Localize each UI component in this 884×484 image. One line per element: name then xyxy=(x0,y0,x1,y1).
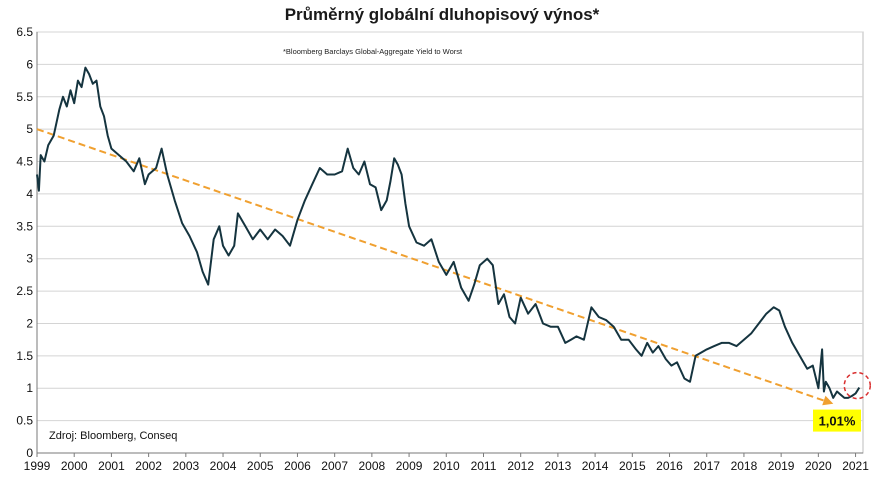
x-tick-label: 2021 xyxy=(842,459,869,473)
callout-label: 1,01% xyxy=(819,414,856,429)
x-tick-label: 2017 xyxy=(693,459,720,473)
x-tick-label: 2006 xyxy=(284,459,311,473)
series-line-yield xyxy=(36,66,861,399)
callout-box xyxy=(813,409,861,432)
x-tick-label: 2001 xyxy=(98,459,125,473)
y-tick-label: 3 xyxy=(26,252,33,266)
x-tick-label: 2020 xyxy=(805,459,832,473)
x-tick-label: 2015 xyxy=(619,459,646,473)
x-tick-label: 2019 xyxy=(768,459,795,473)
y-tick-label: 2.5 xyxy=(16,284,33,298)
x-tick-label: 2012 xyxy=(507,459,534,473)
trend-line xyxy=(36,128,830,404)
y-tick-label: 4 xyxy=(26,187,33,201)
x-tick-label: 2016 xyxy=(656,459,683,473)
x-tick-label: 2010 xyxy=(433,459,460,473)
y-tick-label: 5 xyxy=(26,122,33,136)
x-tick-label: 2014 xyxy=(582,459,609,473)
chart-title: Průměrný globální dluhopisový výnos* xyxy=(285,5,600,24)
chart-subtitle: *Bloomberg Barclays Global-Aggregate Yie… xyxy=(283,47,463,56)
y-tick-label: 1.5 xyxy=(16,349,33,363)
y-tick-label: 0.5 xyxy=(16,414,33,428)
x-tick-label: 2003 xyxy=(172,459,199,473)
x-tick-label: 2018 xyxy=(731,459,758,473)
y-tick-label: 6.5 xyxy=(16,25,33,39)
y-tick-label: 1 xyxy=(26,381,33,395)
plot-area xyxy=(36,31,864,454)
x-tick-label: 2007 xyxy=(321,459,348,473)
y-tick-label: 6 xyxy=(26,57,33,71)
gridlines xyxy=(37,31,863,422)
x-tick-label: 2004 xyxy=(210,459,237,473)
x-tick-labels: 1999 2000 2001 2002 2003 2004 2005 2006 2007 2008… xyxy=(24,453,869,473)
x-tick-label: 2011 xyxy=(471,459,497,473)
callout-circle xyxy=(843,371,872,400)
x-tick-label: 2008 xyxy=(359,459,386,473)
x-tick-label: 2002 xyxy=(135,459,162,473)
y-tick-label: 2 xyxy=(26,316,33,330)
y-tick-labels: 0 0.5 1 1.5 2 2.5 3 3.5 4 4.5 5 5.5 6 6.5 xyxy=(16,25,33,460)
x-tick-label: 2013 xyxy=(545,459,572,473)
x-tick-label: 2000 xyxy=(61,459,88,473)
source-note: Zdroj: Bloomberg, Conseq xyxy=(49,430,177,442)
x-tick-label: 2005 xyxy=(247,459,274,473)
y-tick-label: 4.5 xyxy=(16,155,33,169)
x-tick-label: 1999 xyxy=(24,459,51,473)
x-tick-label: 2009 xyxy=(396,459,423,473)
y-tick-label: 3.5 xyxy=(16,219,33,233)
y-tick-label: 0 xyxy=(26,446,33,460)
trend-arrowhead xyxy=(822,395,834,406)
y-tick-label: 5.5 xyxy=(16,90,33,104)
